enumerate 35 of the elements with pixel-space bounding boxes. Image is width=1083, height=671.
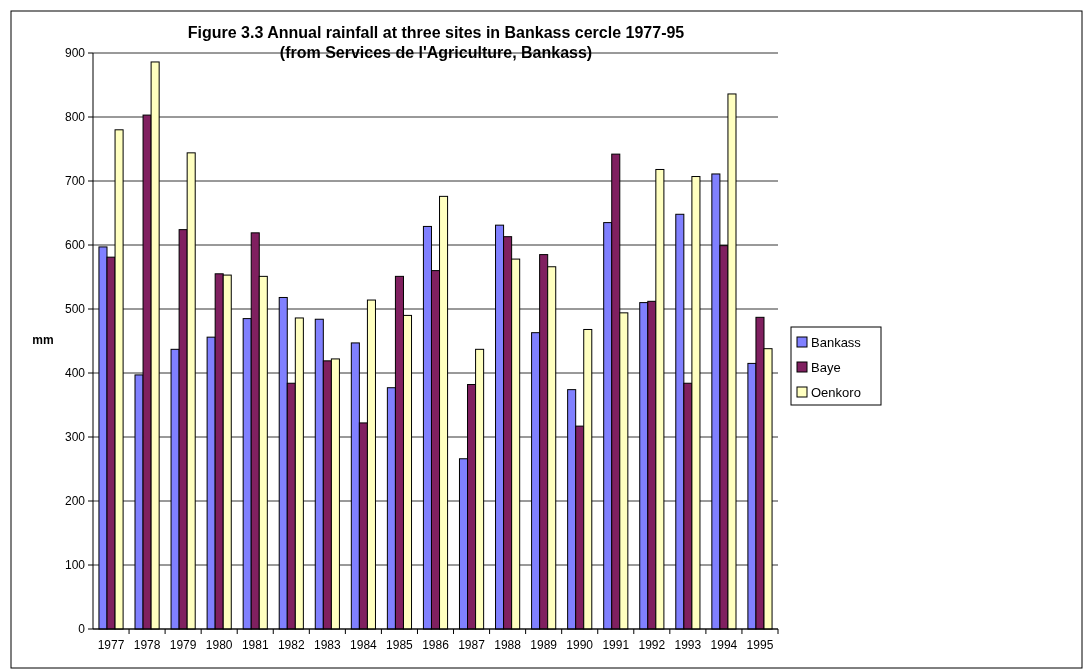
- x-tick-label: 1978: [133, 638, 161, 652]
- y-tick-label: 800: [64, 110, 86, 125]
- legend-label: Bankass: [811, 334, 862, 350]
- x-tick-label: 1994: [710, 638, 738, 652]
- x-tick-label: 1983: [313, 638, 342, 652]
- y-tick-label: 300: [64, 430, 86, 445]
- x-tick-label: 1979: [169, 638, 197, 652]
- x-tick-label: 1995: [746, 638, 774, 652]
- y-tick-label: 500: [64, 302, 86, 317]
- x-tick-label: 1985: [386, 638, 414, 652]
- x-tick-label: 1992: [638, 638, 666, 652]
- x-tick-label: 1981: [241, 638, 269, 652]
- x-tick-label: 1977: [97, 638, 125, 652]
- y-tick-label: 200: [64, 494, 86, 509]
- x-tick-label: 1990: [566, 638, 594, 652]
- x-tick-label: 1982: [277, 638, 305, 652]
- legend-label: Baye: [811, 359, 841, 375]
- legend-label: Oenkoro: [811, 384, 861, 400]
- y-tick-label: 700: [64, 174, 86, 189]
- x-tick-label: 1986: [422, 638, 450, 652]
- chart-subtitle: (from Services de l'Agriculture, Bankass): [279, 44, 593, 61]
- x-tick-label: 1988: [494, 638, 522, 652]
- y-axis-title: mm: [32, 333, 54, 347]
- x-tick-label: 1993: [674, 638, 702, 652]
- x-tick-label: 1991: [602, 638, 630, 652]
- y-tick-label: 600: [64, 238, 86, 253]
- x-tick-label: 1980: [205, 638, 233, 652]
- chart-title: Figure 3.3 Annual rainfall at three sites in Bankass cercle 1977-95: [187, 24, 685, 41]
- x-tick-label: 1989: [530, 638, 558, 652]
- y-tick-label: 0: [78, 622, 86, 637]
- x-tick-label: 1987: [458, 638, 486, 652]
- x-tick-label: 1984: [350, 638, 378, 652]
- y-tick-label: 100: [64, 558, 86, 573]
- y-tick-label: 900: [64, 46, 86, 61]
- y-tick-label: 400: [64, 366, 86, 381]
